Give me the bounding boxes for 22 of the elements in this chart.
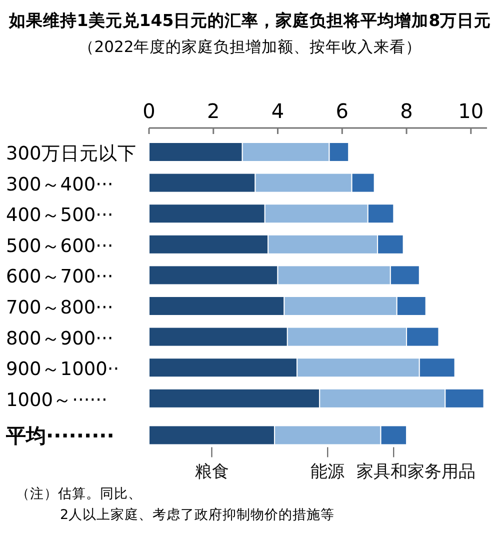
y-tick-label: 300万日元以下 bbox=[6, 144, 136, 164]
x-tick-label: 6 bbox=[336, 99, 349, 123]
x-tick-label: 4 bbox=[271, 99, 284, 123]
y-tick-label: 平均········· bbox=[5, 424, 114, 448]
chart-subtitle: （2022年度的家庭负担增加额、按年收入来看） bbox=[78, 38, 422, 56]
x-tick-label: 8 bbox=[400, 99, 413, 123]
y-tick-label: 500～600··· bbox=[6, 236, 114, 257]
y-tick-label: 600～700··· bbox=[6, 266, 114, 288]
x-tick-label: 0 bbox=[142, 99, 156, 123]
chart-title: 如果维持1美元兑145日元的汇率，家庭负担将平均增加8万日元 bbox=[8, 11, 492, 30]
y-tick-label: 300～400··· bbox=[6, 174, 114, 196]
y-tick-label: 800～900··· bbox=[6, 328, 114, 350]
y-tick-label: 700～800··· bbox=[6, 298, 114, 318]
text: （注）估算。同比、2人以上家庭、考虑了政府抑制物价的措施等 bbox=[16, 486, 335, 523]
x-tick-label: 2 bbox=[207, 99, 220, 123]
series-label: 粮食 bbox=[194, 462, 229, 482]
y-tick-label: 1000～······ bbox=[6, 390, 108, 411]
series-label: 家具和家务用品 bbox=[356, 462, 476, 482]
series-label: 能源 bbox=[310, 462, 345, 482]
x-tick-label: 10 bbox=[458, 99, 484, 123]
y-tick-label: 400～500··· bbox=[6, 205, 114, 226]
y-tick-label: 900～1000·· bbox=[6, 359, 120, 380]
